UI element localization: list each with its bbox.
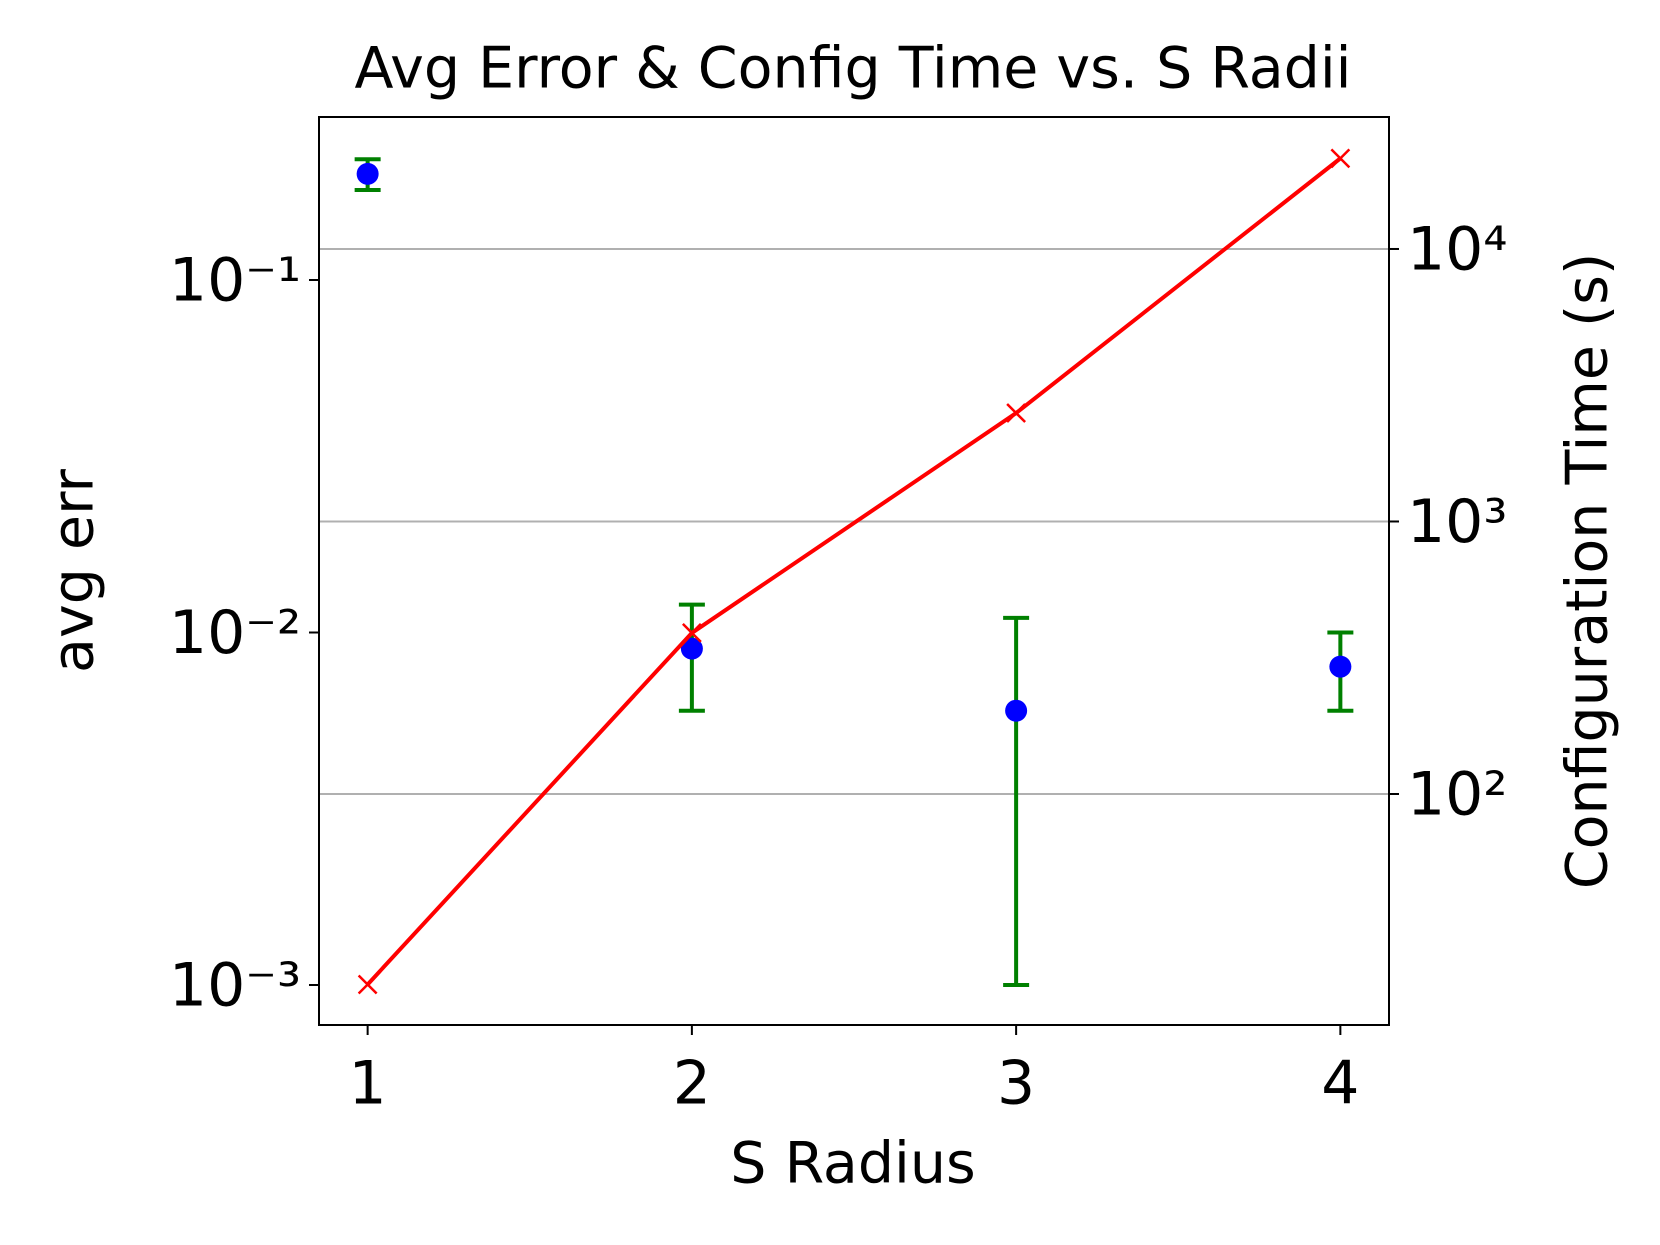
plot-frame bbox=[318, 116, 1390, 1026]
error-bar bbox=[1003, 615, 1030, 987]
x-tick-label: 2 bbox=[673, 1049, 711, 1119]
y-tick-label: 10⁻³ bbox=[169, 951, 301, 1021]
marker bbox=[357, 974, 378, 995]
point bbox=[1005, 699, 1028, 722]
point bbox=[356, 162, 379, 185]
y2-tick-label: 10³ bbox=[1407, 487, 1507, 557]
line bbox=[366, 156, 1342, 986]
y-tick-label: 10⁻² bbox=[169, 598, 301, 668]
marker bbox=[1006, 403, 1027, 423]
marker bbox=[1330, 148, 1351, 169]
y-tick-label: 10⁻¹ bbox=[169, 246, 301, 316]
y2-tick-label: 10² bbox=[1407, 760, 1507, 830]
x-axis-label: S Radius bbox=[730, 1131, 975, 1197]
marker bbox=[681, 623, 702, 643]
x-tick-label: 3 bbox=[997, 1049, 1035, 1119]
y2-axis-label: Configuration Time (s) bbox=[1555, 253, 1621, 889]
y-axis-label: avg err bbox=[41, 468, 107, 672]
x-tick-label: 4 bbox=[1321, 1049, 1359, 1119]
y2-tick-label: 10⁴ bbox=[1407, 215, 1507, 285]
chart-title: Avg Error & Config Time vs. S Radii bbox=[354, 36, 1351, 102]
x-tick-label: 1 bbox=[349, 1049, 387, 1119]
point bbox=[1329, 655, 1352, 678]
point bbox=[680, 637, 703, 660]
